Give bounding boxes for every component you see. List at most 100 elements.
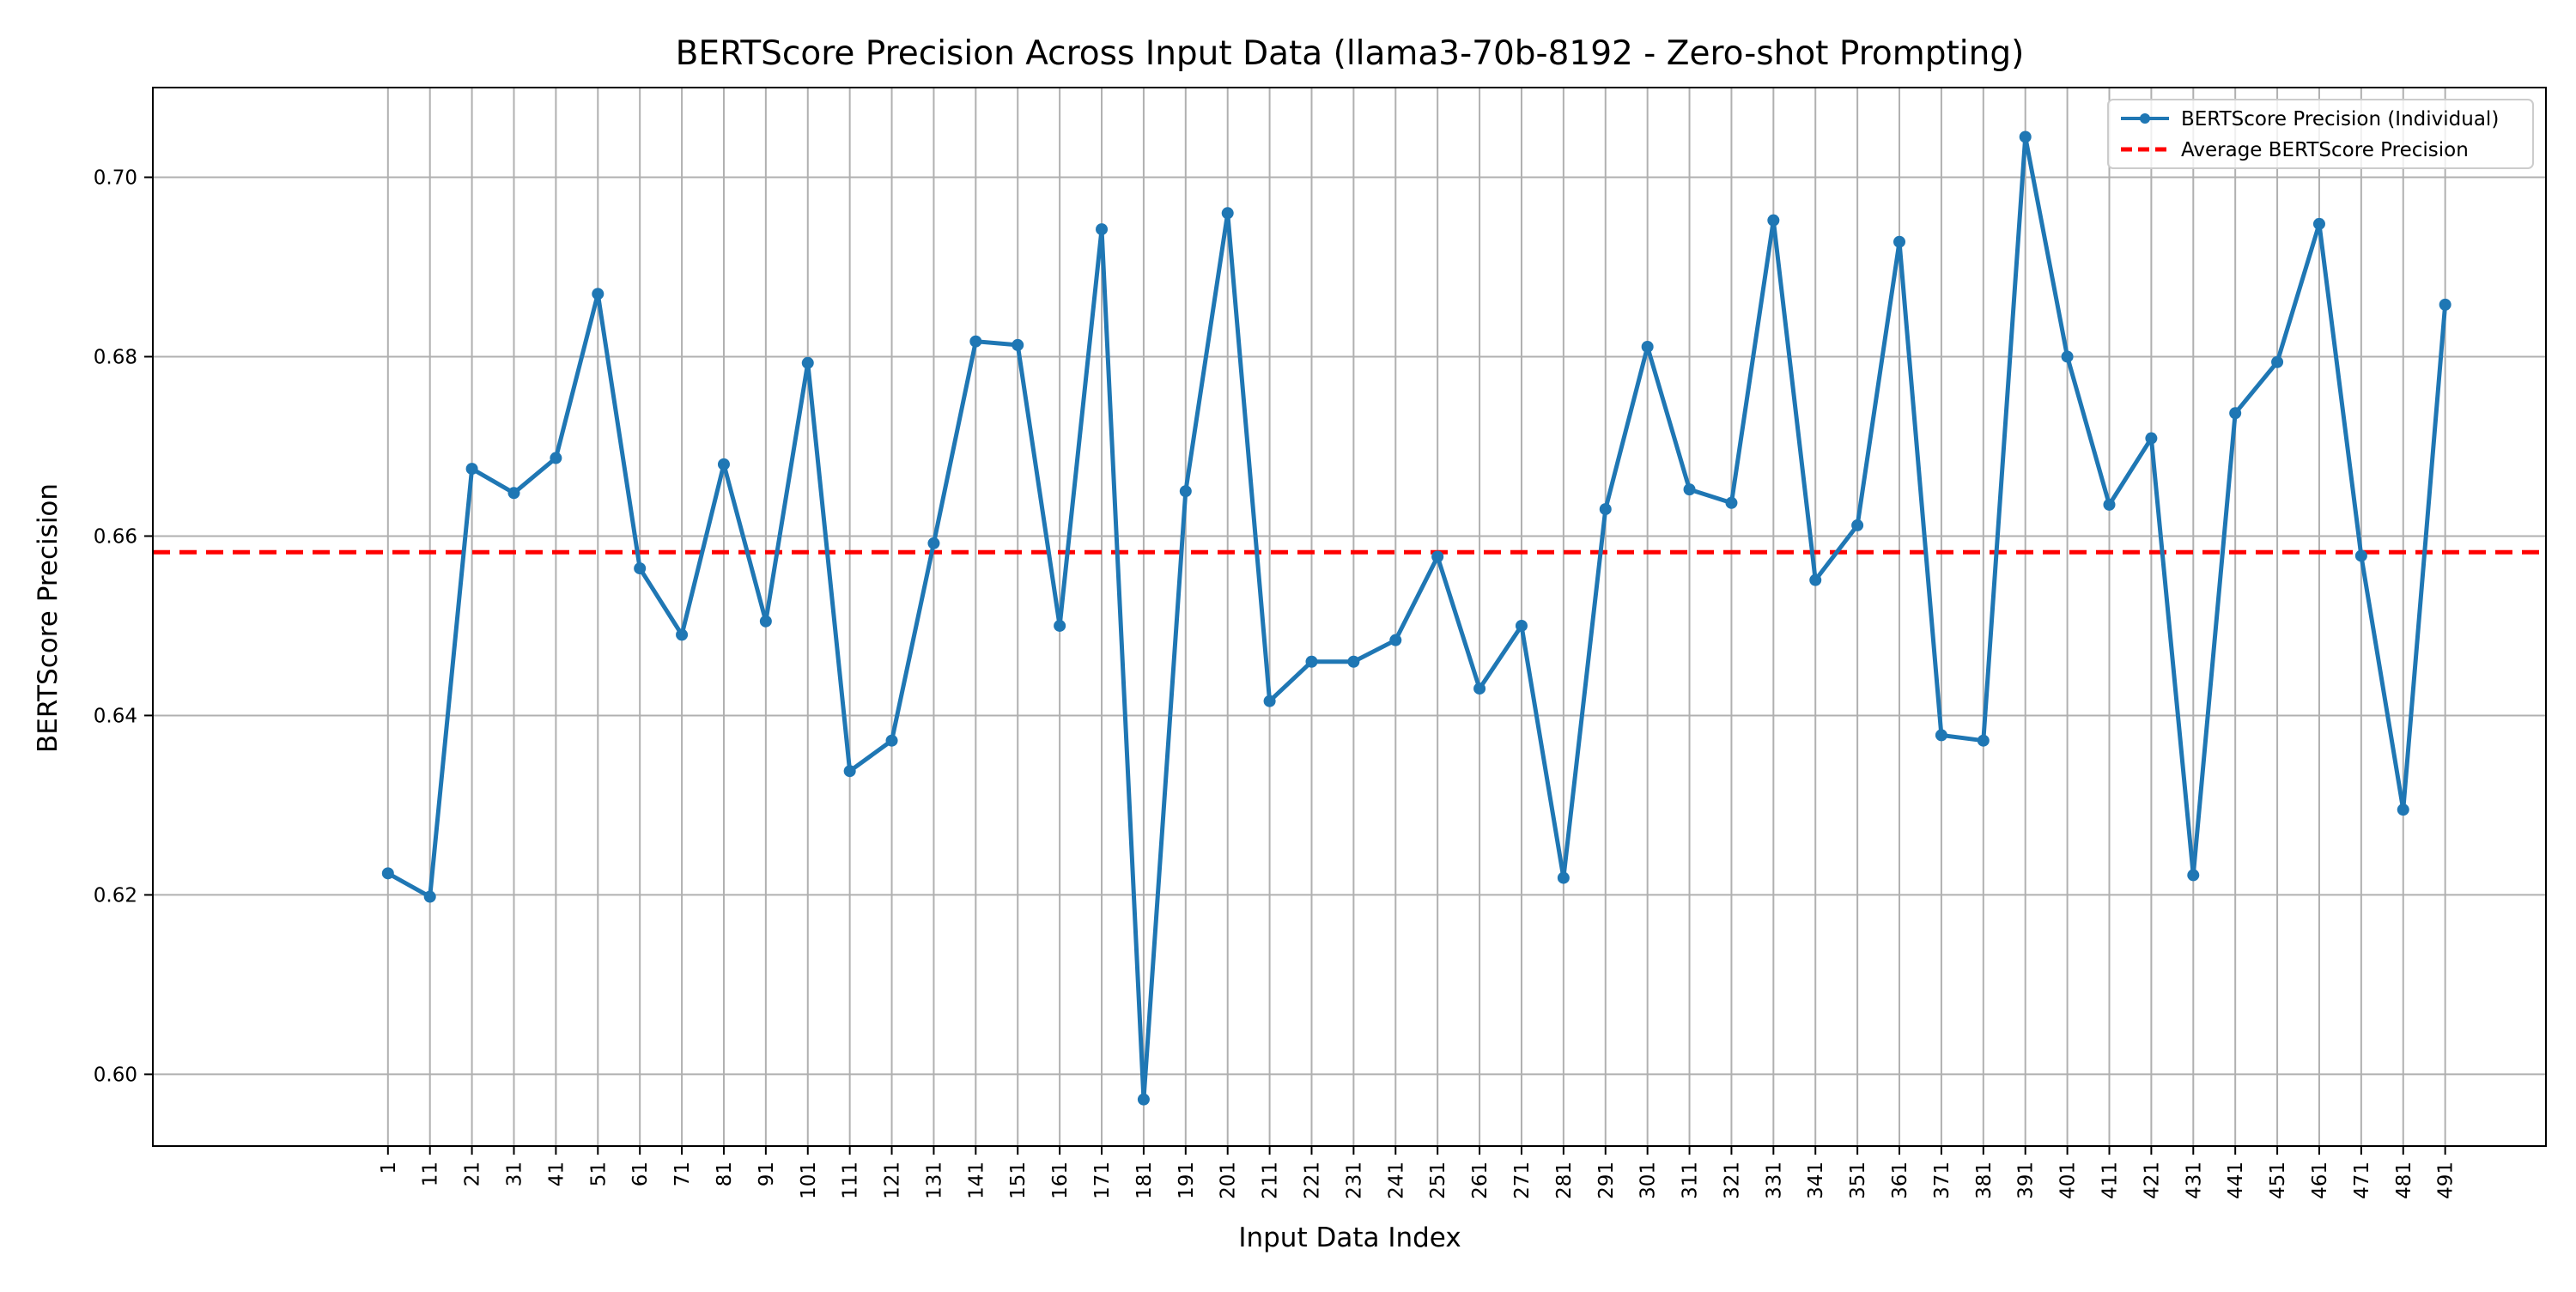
data-point — [1012, 338, 1024, 351]
data-point — [801, 356, 814, 369]
x-tick-label: 311 — [1680, 1162, 1702, 1199]
series-line — [386, 134, 2448, 1102]
y-tick-label: 0.66 — [94, 525, 137, 548]
data-point — [1389, 634, 1402, 646]
x-tick-label: 441 — [2225, 1162, 2247, 1199]
data-point — [1725, 496, 1738, 509]
x-tick-label: 11 — [420, 1162, 442, 1186]
y-axis-label: BERTScore Precision — [33, 483, 64, 753]
x-tick-label: 431 — [2183, 1162, 2205, 1199]
data-point — [1221, 207, 1234, 220]
data-point — [1599, 503, 1612, 516]
y-axis-ticks: 0.60 0.62 0.64 0.66 0.68 0.70 — [94, 167, 153, 1086]
x-tick-label: 281 — [1553, 1162, 1576, 1199]
legend-average-label: Average BERTScore Precision — [2181, 139, 2469, 161]
data-point — [1515, 619, 1528, 632]
data-point — [550, 452, 562, 464]
data-point — [1851, 519, 1864, 531]
data-point — [1096, 223, 1109, 236]
data-point — [843, 765, 856, 778]
x-tick-label: 91 — [756, 1162, 778, 1186]
data-point — [2187, 869, 2200, 882]
data-point — [2229, 407, 2242, 420]
grid — [153, 88, 2546, 1146]
x-tick-label: 321 — [1721, 1162, 1743, 1199]
x-tick-label: 221 — [1301, 1162, 1323, 1199]
x-tick-label: 241 — [1385, 1162, 1407, 1199]
data-point — [1641, 340, 1654, 353]
legend-box — [2107, 99, 2534, 169]
x-tick-label: 231 — [1343, 1162, 1365, 1199]
x-tick-label: 31 — [503, 1162, 526, 1186]
x-tick-label: 181 — [1133, 1162, 1156, 1199]
x-tick-label: 301 — [1637, 1162, 1660, 1199]
x-tick-label: 41 — [545, 1162, 568, 1186]
data-point — [1347, 655, 1360, 668]
data-point — [969, 335, 982, 348]
y-tick-label: 0.60 — [94, 1064, 137, 1086]
data-point — [381, 867, 394, 880]
x-axis-ticks: 1 11 21 31 41 51 61 71 81 91 101 111 121 131 141 151 161… — [378, 1146, 2458, 1199]
plot-area-frame — [152, 87, 2547, 1147]
data-point — [927, 537, 940, 549]
data-point — [2354, 549, 2367, 562]
data-point — [759, 615, 772, 628]
x-tick-label: 351 — [1847, 1162, 1869, 1199]
y-tick-label: 0.64 — [94, 705, 137, 727]
series-layer — [381, 130, 2451, 1106]
x-tick-label: 81 — [714, 1162, 736, 1186]
data-point — [1935, 729, 1947, 742]
data-point — [1683, 483, 1696, 496]
data-point — [2312, 217, 2325, 230]
x-tick-label: 251 — [1427, 1162, 1449, 1199]
data-point — [1305, 655, 1318, 668]
data-point — [634, 562, 647, 575]
data-point — [2145, 432, 2158, 445]
x-tick-label: 211 — [1260, 1162, 1282, 1199]
data-point — [2439, 298, 2451, 311]
data-point — [2103, 498, 2116, 511]
data-point — [2271, 355, 2284, 368]
data-point — [1263, 695, 1276, 707]
data-point — [1431, 550, 1444, 563]
data-point — [592, 288, 605, 300]
x-tick-label: 21 — [462, 1162, 484, 1186]
x-tick-label: 451 — [2267, 1162, 2289, 1199]
x-tick-label: 491 — [2435, 1162, 2458, 1199]
data-point — [676, 628, 689, 641]
x-tick-label: 371 — [1931, 1162, 1953, 1199]
x-tick-label: 271 — [1511, 1162, 1534, 1199]
x-tick-label: 101 — [798, 1162, 820, 1199]
x-tick-label: 331 — [1763, 1162, 1785, 1199]
x-tick-label: 51 — [587, 1162, 610, 1186]
x-tick-label: 111 — [840, 1162, 862, 1199]
x-tick-label: 161 — [1049, 1162, 1072, 1199]
x-tick-label: 291 — [1595, 1162, 1618, 1199]
x-axis-label: Input Data Index — [1238, 1222, 1461, 1253]
x-tick-label: 121 — [882, 1162, 904, 1199]
x-tick-label: 201 — [1218, 1162, 1240, 1199]
data-point — [2019, 130, 2032, 143]
x-tick-label: 171 — [1091, 1162, 1114, 1199]
data-point — [507, 487, 520, 500]
y-tick-label: 0.68 — [94, 346, 137, 368]
x-tick-label: 411 — [2099, 1162, 2121, 1199]
x-tick-label: 461 — [2309, 1162, 2331, 1199]
x-tick-label: 471 — [2351, 1162, 2373, 1199]
data-point — [2397, 804, 2409, 816]
x-tick-label: 61 — [629, 1162, 652, 1186]
x-tick-label: 131 — [923, 1162, 945, 1199]
data-point — [1137, 1093, 1150, 1106]
x-tick-label: 341 — [1805, 1162, 1827, 1199]
data-point — [1557, 871, 1570, 884]
y-tick-label: 0.70 — [94, 167, 137, 189]
x-tick-label: 191 — [1176, 1162, 1198, 1199]
legend-series-marker — [2140, 113, 2150, 124]
y-tick-label: 0.62 — [94, 884, 137, 907]
data-point — [1179, 485, 1192, 498]
x-tick-label: 381 — [1973, 1162, 1996, 1199]
data-point — [1054, 619, 1066, 632]
data-point — [2061, 350, 2074, 363]
x-tick-label: 481 — [2393, 1162, 2415, 1199]
